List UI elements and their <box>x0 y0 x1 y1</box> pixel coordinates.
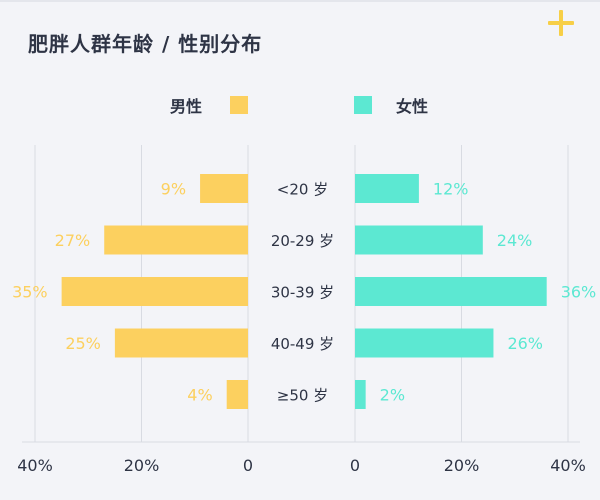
legend: 男性 女性 <box>170 96 428 116</box>
bar-female <box>355 328 494 358</box>
x-tick-label: 40% <box>550 456 586 475</box>
x-tick-label: 0 <box>350 456 360 475</box>
bar-female <box>355 380 366 409</box>
bar-male <box>114 328 248 358</box>
bar-male <box>226 380 248 409</box>
data-label-male: 35% <box>12 283 48 302</box>
data-label-male: 9% <box>161 180 186 199</box>
data-label-female: 12% <box>433 180 469 199</box>
chart-title: 肥胖人群年龄 / 性别分布 <box>28 32 263 56</box>
bar-female <box>355 277 547 306</box>
category-label: 40-49 岁 <box>271 335 334 353</box>
data-label-female: 24% <box>497 231 533 250</box>
axis-ticks: 40% 20% 0 0 20% 40% <box>17 456 586 475</box>
data-label-female: 36% <box>561 283 597 302</box>
category-label: 30-39 岁 <box>271 284 334 302</box>
bar-female <box>355 225 483 255</box>
x-tick-label: 0 <box>243 456 253 475</box>
category-label: 20-29 岁 <box>271 232 334 250</box>
bars: 9% 12% <20 岁 27% 24% 20-29 岁 35% 36% 30-39 岁 25% 2… <box>12 174 596 409</box>
data-label-female: 26% <box>507 334 543 353</box>
legend-swatch-female <box>354 96 372 114</box>
data-label-male: 25% <box>65 334 101 353</box>
data-label-male: 4% <box>187 386 212 405</box>
legend-label-male: 男性 <box>170 97 202 116</box>
x-tick-label: 20% <box>444 456 480 475</box>
data-label-female: 2% <box>380 386 405 405</box>
category-label: <20 岁 <box>277 181 328 199</box>
category-label: ≥50 岁 <box>277 387 328 405</box>
bar-male <box>61 277 248 306</box>
bar-female <box>355 174 419 203</box>
data-label-male: 27% <box>55 231 91 250</box>
x-tick-label: 20% <box>124 456 160 475</box>
bar-male <box>104 225 248 255</box>
legend-swatch-male <box>230 96 248 114</box>
legend-label-female: 女性 <box>396 97 428 116</box>
x-tick-label: 40% <box>17 456 53 475</box>
plus-icon[interactable] <box>548 10 574 36</box>
top-divider <box>0 0 600 2</box>
bar-male <box>200 174 248 203</box>
